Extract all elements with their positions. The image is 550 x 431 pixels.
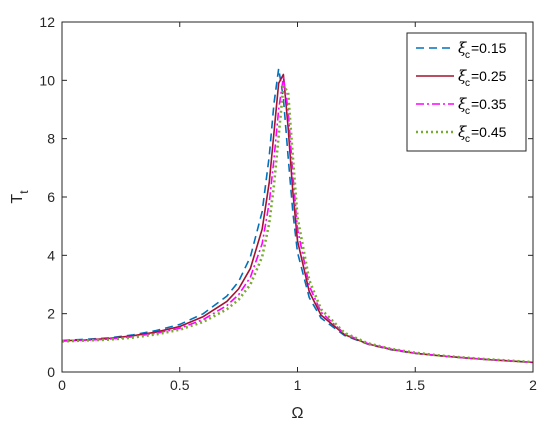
legend-subscript: c <box>465 50 470 61</box>
tick-layer: 0 0.5 1 1.5 2 0 2 4 6 8 10 12 <box>39 14 537 393</box>
legend-symbol: ξ <box>458 67 467 85</box>
series-layer <box>61 67 534 364</box>
legend-value: =0.45 <box>471 124 507 140</box>
x-tick-label: 1.5 <box>406 377 426 393</box>
y-tick-label: 0 <box>47 364 55 380</box>
legend-subscript: c <box>465 78 470 89</box>
legend-value: =0.35 <box>471 96 507 112</box>
y-tick-label: 6 <box>47 189 55 205</box>
y-axis-label-main: T <box>9 194 26 204</box>
series-line-1 <box>61 67 534 364</box>
y-tick-label: 10 <box>39 72 55 88</box>
x-tick-label: 2 <box>529 377 537 393</box>
legend-value: =0.25 <box>471 68 507 84</box>
legend-subscript: c <box>465 106 470 117</box>
legend-value: =0.15 <box>471 40 507 56</box>
x-tick-label: 1 <box>294 377 302 393</box>
x-tick-label: 0 <box>58 377 66 393</box>
series-line-4 <box>61 84 534 364</box>
y-tick-label: 4 <box>47 247 55 263</box>
x-tick-label: 0.5 <box>170 377 190 393</box>
x-axis-label: Ω <box>292 405 304 422</box>
legend-symbol: ξ <box>458 39 467 57</box>
y-axis-label-subscript: t <box>17 190 31 194</box>
y-tick-label: 2 <box>47 306 55 322</box>
y-tick-label: 12 <box>39 14 55 30</box>
legend-symbol: ξ <box>458 95 467 113</box>
y-axis-label: Tt <box>9 190 31 204</box>
legend-subscript: c <box>465 134 470 145</box>
legend-symbol: ξ <box>458 123 467 141</box>
y-tick-label: 8 <box>47 131 55 147</box>
